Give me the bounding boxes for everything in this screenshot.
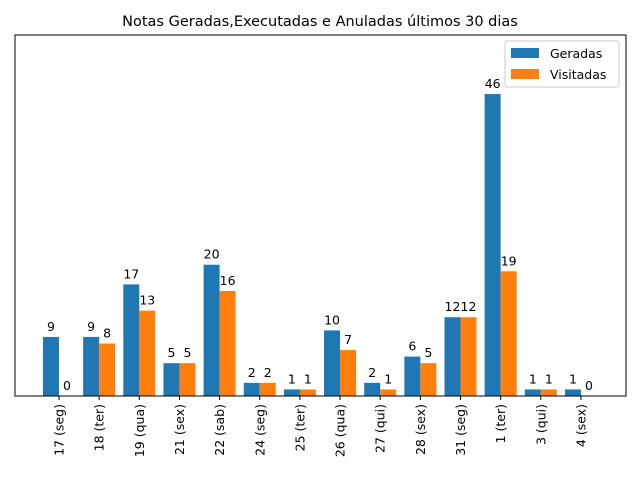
data-label: 1 xyxy=(569,371,577,386)
data-label: 1 xyxy=(545,371,553,386)
bar-visitadas xyxy=(420,363,437,396)
bar-geradas xyxy=(444,317,461,396)
bar-geradas xyxy=(123,284,140,396)
x-tick-label: 18 (ter) xyxy=(92,404,107,451)
data-label: 1 xyxy=(304,371,312,386)
data-label: 8 xyxy=(103,325,111,340)
data-label: 0 xyxy=(63,378,71,393)
bar-geradas xyxy=(404,356,421,396)
bar-geradas xyxy=(203,264,220,396)
bar-geradas xyxy=(524,389,541,396)
bar-visitadas xyxy=(540,389,557,396)
data-label: 5 xyxy=(167,345,175,360)
data-label: 20 xyxy=(204,247,220,262)
x-tick-label: 31 (seg) xyxy=(453,404,468,456)
bar-geradas xyxy=(283,389,300,396)
bar-geradas xyxy=(324,330,341,396)
data-label: 0 xyxy=(585,378,593,393)
bar-geradas xyxy=(43,336,59,396)
data-label: 12 xyxy=(461,299,477,314)
legend-label: Geradas xyxy=(550,46,602,61)
bar-geradas xyxy=(163,363,180,396)
data-label: 10 xyxy=(324,312,340,327)
data-label: 5 xyxy=(424,345,432,360)
data-label: 12 xyxy=(445,299,461,314)
data-label: 2 xyxy=(264,365,272,380)
data-label: 6 xyxy=(408,339,416,354)
bar-geradas xyxy=(243,382,260,396)
bar-visitadas xyxy=(460,317,477,396)
x-tick-label: 26 (qua) xyxy=(333,404,348,457)
bar-visitadas xyxy=(139,310,156,396)
bar-visitadas xyxy=(99,343,116,396)
legend-swatch xyxy=(511,69,539,79)
chart-title: Notas Geradas,Executadas e Anuladas últi… xyxy=(122,14,518,30)
data-label: 2 xyxy=(368,365,376,380)
data-label: 1 xyxy=(288,371,296,386)
x-tick-label: 28 (sex) xyxy=(413,404,428,455)
bar-geradas xyxy=(83,336,100,396)
x-tick-label: 4 (sex) xyxy=(573,404,588,447)
bar-visitadas xyxy=(179,363,196,396)
bar-visitadas xyxy=(380,389,397,396)
axes-frame xyxy=(14,34,627,397)
legend: Geradas Visitadas xyxy=(504,40,620,88)
bars-layer xyxy=(43,94,581,396)
x-tick-label: 21 (sex) xyxy=(172,404,187,455)
x-tick-label: 25 (ter) xyxy=(292,404,307,451)
data-label: 7 xyxy=(344,332,352,347)
data-label: 19 xyxy=(501,253,517,268)
data-label: 46 xyxy=(485,76,501,91)
bar-geradas xyxy=(364,382,381,396)
bar-geradas xyxy=(484,94,501,396)
x-tick-label: 27 (qui) xyxy=(373,404,388,453)
bar-visitadas xyxy=(299,389,316,396)
bar-visitadas xyxy=(259,382,276,396)
legend-label: Visitadas xyxy=(550,67,606,82)
data-label: 2 xyxy=(248,365,256,380)
x-tick-label: 1 (ter) xyxy=(493,404,508,443)
x-tick-label: 22 (sab) xyxy=(212,404,227,456)
data-label: 13 xyxy=(139,293,155,308)
data-label: 1 xyxy=(384,371,392,386)
bar-visitadas xyxy=(500,271,517,396)
x-axis-ticks: 17 (seg) 18 (ter) 19 (qua) 21 (sex) 22 (sab)… xyxy=(52,396,588,457)
data-label: 9 xyxy=(47,319,55,334)
data-label: 17 xyxy=(123,266,139,281)
data-label: 9 xyxy=(87,319,95,334)
x-tick-label: 24 (seg) xyxy=(252,404,267,456)
data-label: 1 xyxy=(529,371,537,386)
x-tick-label: 17 (seg) xyxy=(52,404,67,456)
x-tick-label: 19 (qua) xyxy=(132,404,147,457)
bar-visitadas xyxy=(340,350,357,396)
x-tick-label: 3 (qui) xyxy=(533,404,548,445)
bar-visitadas xyxy=(219,290,236,396)
data-label: 16 xyxy=(220,273,236,288)
legend-swatch xyxy=(511,48,539,58)
bar-geradas xyxy=(564,389,581,396)
data-label: 5 xyxy=(183,345,191,360)
